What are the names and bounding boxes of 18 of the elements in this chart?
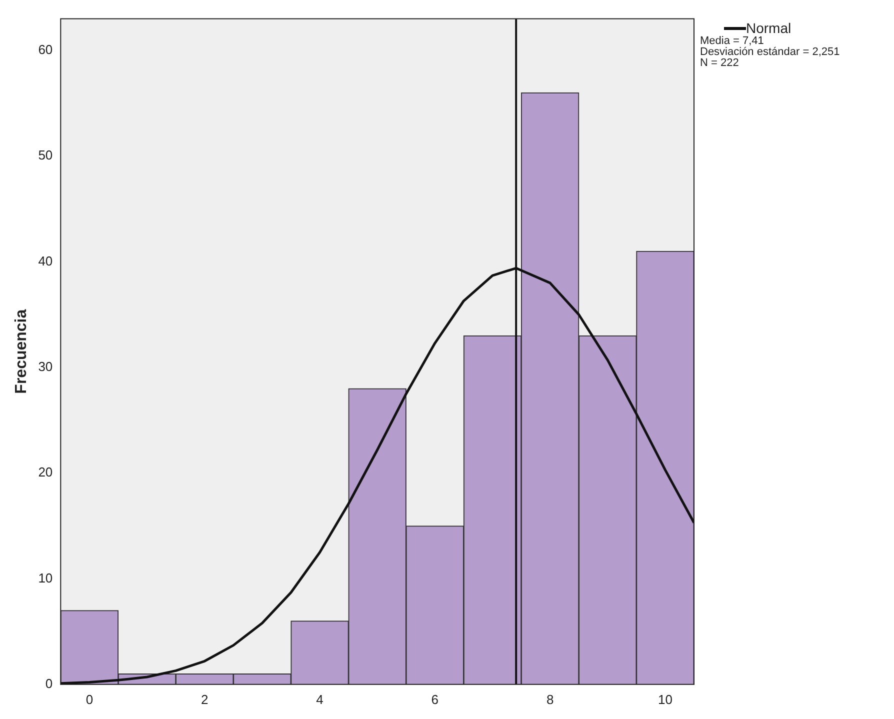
text: Media = 7,41 [700,35,764,47]
x-tick-label: 4 [316,692,324,707]
x-tick-label: 6 [431,692,439,707]
y-tick-label: 20 [38,464,53,480]
text: Desviación estándar = 2,251 [700,46,840,58]
x-tick-label: 2 [200,692,208,707]
legend-label: Normal [746,20,792,36]
x-tick-label: 0 [86,692,94,707]
x-tick-label: 10 [658,692,672,707]
y-tick-label: 30 [38,359,53,374]
text: N = 222 [700,57,740,69]
y-tick-label: 10 [38,570,53,586]
y-tick-label: 40 [38,253,53,268]
x-tick-label: 8 [546,692,554,707]
y-tick-label: 60 [38,42,53,58]
y-tick-label: 0 [45,676,53,691]
y-tick-label: 50 [38,148,53,163]
y-axis-title: Frecuencia [13,309,30,394]
